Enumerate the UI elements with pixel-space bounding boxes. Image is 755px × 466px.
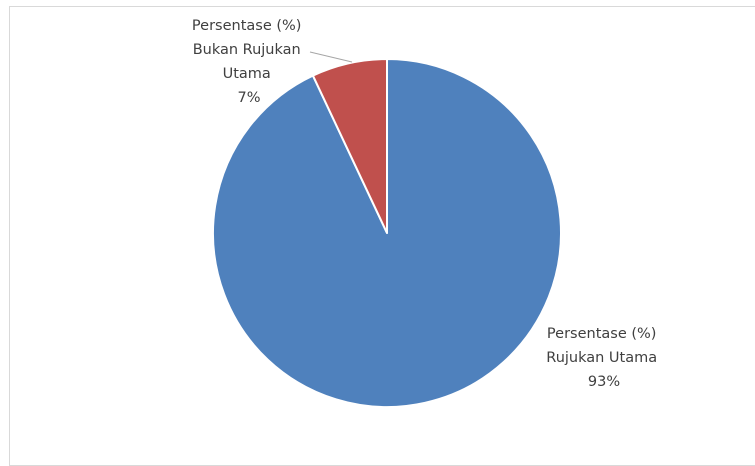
leader-line-bukan-rujukan [309,51,353,63]
pie-slices [212,58,562,408]
pie-slice-bukan-rujukan-utama [311,58,388,234]
pie-chart: Persentase (%) Rujukan Utama 93% Persent… [192,18,661,408]
data-label-rujukan-utama: Persentase (%) Rujukan Utama 93% [546,326,661,390]
data-label-bukan-rujukan-utama: Persentase (%) Bukan Rujukan Utama 7% [192,18,306,106]
